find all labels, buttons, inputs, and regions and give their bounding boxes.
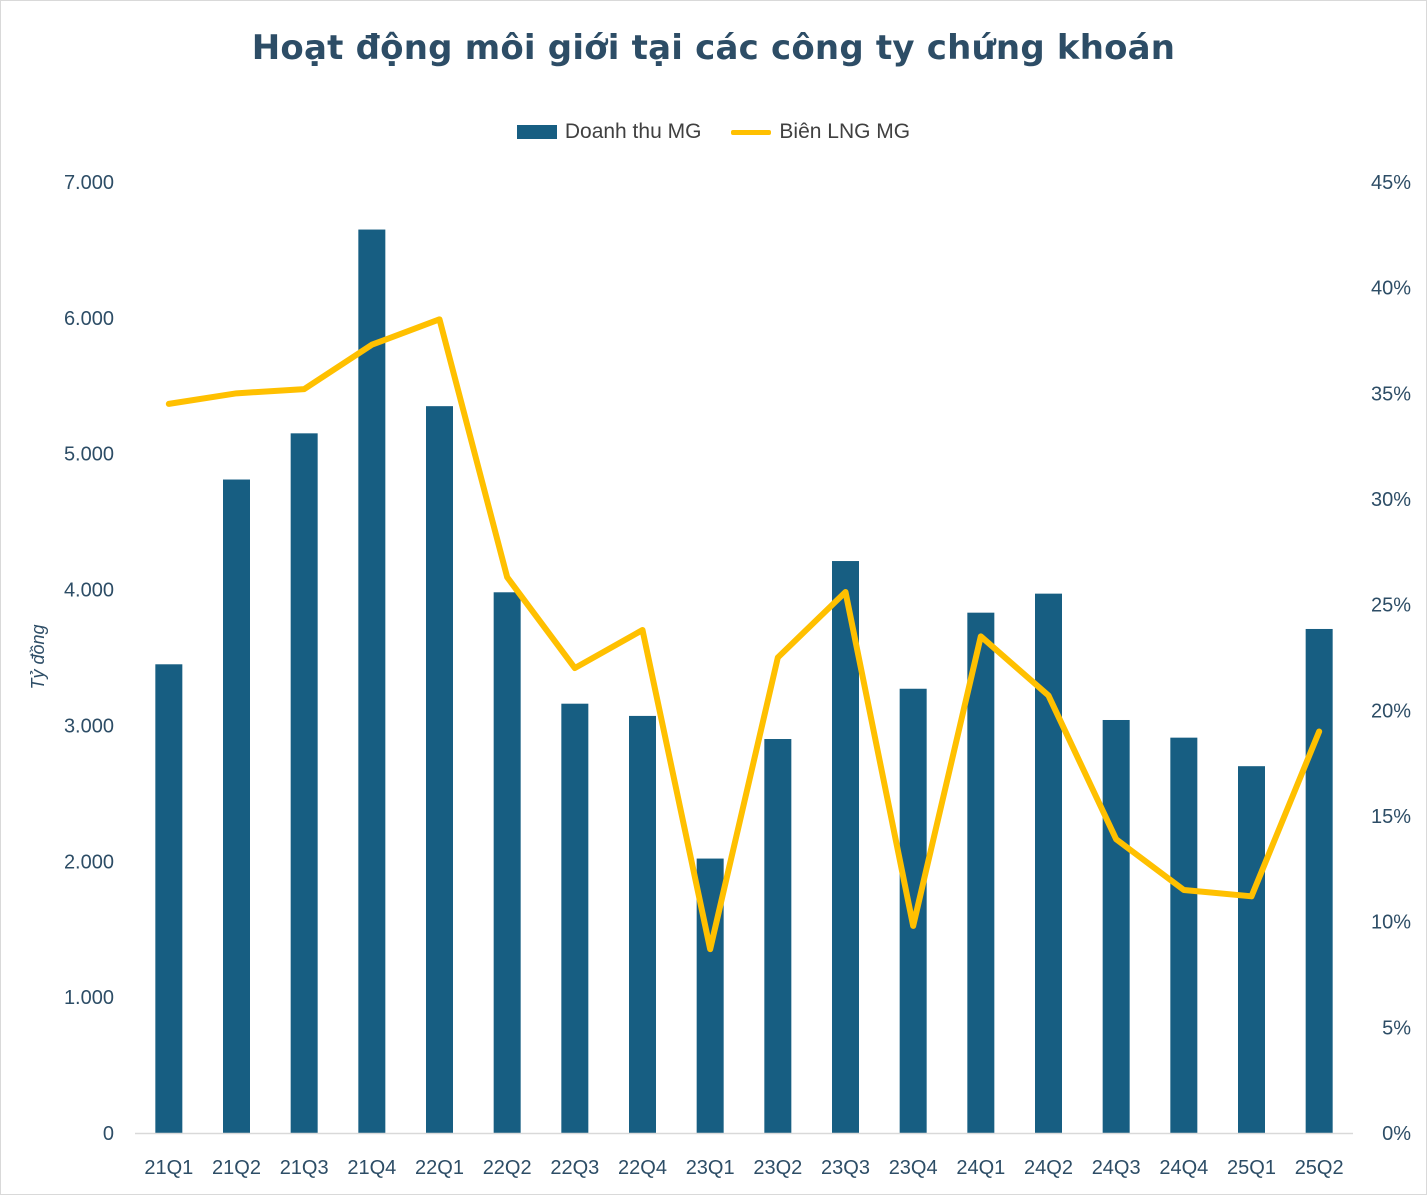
y-tick-label: 6.000 — [64, 308, 114, 330]
x-tick-label: 21Q4 — [347, 1157, 396, 1179]
legend-swatch-line — [731, 129, 772, 135]
x-tick-label: 23Q3 — [821, 1157, 870, 1179]
y-tick-label: 4.000 — [64, 580, 114, 602]
bar-22Q2 — [493, 592, 521, 1133]
bar-25Q1 — [1238, 766, 1265, 1133]
bar-22Q1 — [426, 406, 453, 1133]
legend-item-bar: Doanh thu MG — [516, 120, 702, 144]
y2-tick-label: 0% — [1382, 1123, 1411, 1145]
legend-label-line: Biên LNG MG — [779, 120, 911, 143]
y-axis-right: 0% 5% 10% 15% 20% 25% 30% 35% 40% 45% — [1371, 172, 1411, 1145]
x-tick-label: 24Q2 — [1024, 1157, 1073, 1179]
bar-22Q4 — [629, 715, 656, 1133]
bar-21Q4 — [358, 229, 386, 1134]
bar-23Q3 — [832, 561, 859, 1133]
bar-23Q2 — [764, 739, 792, 1133]
y2-tick-label: 35% — [1371, 383, 1411, 405]
x-tick-label: 22Q4 — [618, 1157, 667, 1179]
y2-tick-label: 20% — [1371, 700, 1411, 722]
chart-title: Hoạt động môi giới tại các công ty chứng… — [251, 28, 1176, 68]
chart-legend: Doanh thu MG Biên LNG MG — [0, 120, 1427, 144]
y2-tick-label: 30% — [1371, 489, 1411, 511]
y-tick-label: 3.000 — [64, 715, 114, 737]
x-tick-label: 21Q2 — [212, 1157, 261, 1179]
bar-series — [155, 229, 1333, 1134]
bar-22Q3 — [561, 703, 589, 1133]
y2-tick-label: 25% — [1371, 595, 1411, 617]
bar-25Q2 — [1305, 628, 1333, 1133]
y-tick-label: 5.000 — [64, 444, 114, 466]
x-tick-label: 25Q2 — [1295, 1157, 1344, 1179]
x-tick-label: 24Q1 — [956, 1157, 1005, 1179]
y-tick-label: 2.000 — [64, 851, 114, 873]
x-axis: 21Q1 21Q2 21Q3 21Q4 22Q1 22Q2 22Q3 22Q4 23Q1 23Q2… — [144, 1157, 1343, 1179]
y-tick-label: 1.000 — [64, 987, 114, 1009]
x-tick-label: 23Q4 — [889, 1157, 938, 1179]
bar-24Q4 — [1170, 737, 1198, 1133]
y2-tick-label: 10% — [1371, 912, 1411, 934]
y2-tick-label: 15% — [1371, 806, 1411, 828]
x-tick-label: 22Q2 — [483, 1157, 532, 1179]
legend-swatch-bar — [516, 125, 557, 139]
legend-item-line: Biên LNG MG — [731, 120, 910, 144]
x-tick-label: 22Q1 — [415, 1157, 464, 1179]
x-tick-label: 24Q3 — [1092, 1157, 1141, 1179]
bar-24Q2 — [1035, 593, 1062, 1133]
x-tick-label: 22Q3 — [550, 1157, 599, 1179]
y-tick-label: 0 — [103, 1123, 114, 1145]
y2-tick-label: 45% — [1371, 172, 1411, 194]
bar-21Q3 — [290, 433, 318, 1134]
x-tick-label: 25Q1 — [1227, 1157, 1276, 1179]
bar-24Q1 — [967, 612, 995, 1133]
legend-label-bar: Doanh thu MG — [564, 120, 702, 143]
x-tick-label: 23Q1 — [686, 1157, 735, 1179]
y-axis-label: Tỷ đồng — [28, 624, 48, 689]
line-series — [165, 316, 1323, 953]
x-tick-label: 24Q4 — [1159, 1157, 1208, 1179]
y-tick-label: 7.000 — [64, 172, 114, 194]
y2-tick-label: 5% — [1382, 1017, 1411, 1039]
bar-21Q1 — [155, 664, 183, 1133]
x-tick-label: 21Q1 — [144, 1157, 193, 1179]
bar-24Q3 — [1102, 719, 1130, 1133]
x-tick-label: 21Q3 — [280, 1157, 329, 1179]
y-axis-left: 0 1.000 2.000 3.000 4.000 5.000 6.000 7.000 — [64, 172, 114, 1145]
y2-tick-label: 40% — [1371, 278, 1411, 300]
bar-21Q2 — [223, 479, 250, 1134]
x-tick-label: 23Q2 — [753, 1157, 802, 1179]
